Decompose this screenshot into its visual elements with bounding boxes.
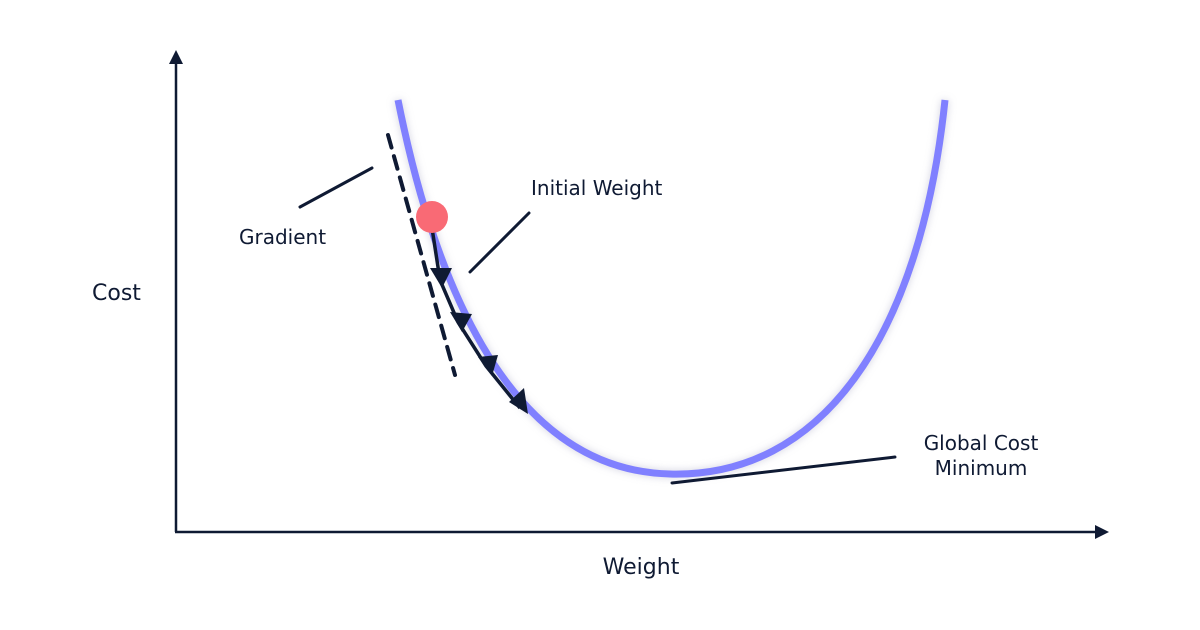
cost-curve-shadow xyxy=(394,99,949,479)
x-axis-arrow-icon xyxy=(1095,525,1109,539)
gradient-leader-line xyxy=(298,166,374,209)
step-arrows xyxy=(430,268,528,414)
gradient-tangent-line xyxy=(386,133,457,377)
x-axis-label: Weight xyxy=(603,555,680,580)
step-arrow-icon xyxy=(478,355,498,376)
initial-weight-label: Initial Weight xyxy=(531,176,663,200)
initial-weight-point xyxy=(416,201,448,233)
global-min-label-line2: Minimum xyxy=(935,456,1028,480)
y-axis-label: Cost xyxy=(92,281,141,306)
global-min-label-line1: Global Cost xyxy=(924,431,1039,455)
global-min-leader-line xyxy=(670,455,897,485)
cost-curve xyxy=(394,99,949,478)
step-arrow-icon xyxy=(430,268,452,288)
initial-weight-leader-line xyxy=(468,211,531,274)
step-arrow-icon xyxy=(450,312,472,332)
y-axis-arrow-icon xyxy=(169,50,183,64)
gradient-label: Gradient xyxy=(239,225,326,249)
step-arrow-icon xyxy=(509,388,528,414)
axes xyxy=(169,50,1109,539)
